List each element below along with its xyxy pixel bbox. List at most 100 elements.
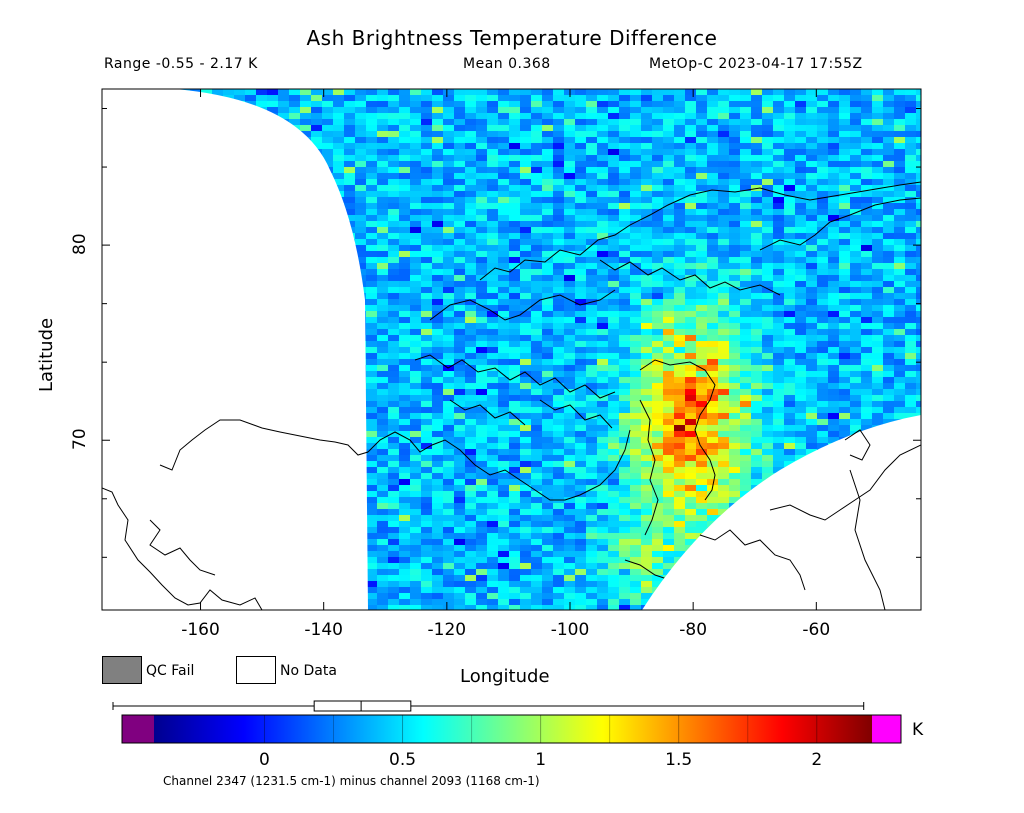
swath-cell — [377, 299, 388, 305]
swath-cell — [751, 479, 762, 485]
swath-cell — [773, 389, 784, 395]
swath-cell — [509, 95, 520, 101]
swath-cell — [509, 401, 520, 407]
swath-cell — [916, 185, 921, 191]
swath-cell — [531, 335, 542, 341]
swath-cell — [685, 269, 696, 275]
swath-cell — [531, 131, 542, 137]
swath-cell — [300, 95, 311, 101]
swath-cell — [597, 413, 608, 419]
swath-cell — [454, 485, 465, 491]
swath-cell — [894, 125, 905, 131]
swath-cell — [751, 377, 762, 383]
swath-cell — [476, 197, 487, 203]
swath-cell — [234, 95, 245, 101]
swath-cell — [861, 191, 872, 197]
swath-cell — [399, 137, 410, 143]
swath-cell — [520, 113, 531, 119]
swath-cell — [531, 221, 542, 227]
swath-cell — [366, 449, 377, 455]
swath-cell — [762, 119, 773, 125]
swath-cell — [410, 227, 421, 233]
swath-cell — [894, 113, 905, 119]
swath-cell — [784, 455, 795, 461]
swath-cell — [905, 185, 916, 191]
swath-cell — [619, 377, 630, 383]
swath-cell — [696, 323, 707, 329]
swath-cell — [410, 425, 421, 431]
swath-cell — [641, 125, 652, 131]
swath-cell — [487, 353, 498, 359]
swath-cell — [795, 215, 806, 221]
swath-cell — [883, 101, 894, 107]
swath-cell — [366, 269, 377, 275]
swath-cell — [366, 131, 377, 137]
swath-cell — [696, 173, 707, 179]
swath-cell — [894, 263, 905, 269]
swath-cell — [619, 245, 630, 251]
swath-cell — [707, 371, 718, 377]
swath-cell — [542, 161, 553, 167]
swath-cell — [388, 185, 399, 191]
swath-cell — [366, 215, 377, 221]
swath-cell — [476, 323, 487, 329]
swath-cell — [850, 173, 861, 179]
swath-cell — [630, 227, 641, 233]
swath-cell — [729, 95, 740, 101]
swath-cell — [344, 167, 355, 173]
swath-cell — [619, 437, 630, 443]
swath-cell — [619, 389, 630, 395]
swath-cell — [399, 389, 410, 395]
swath-cell — [476, 365, 487, 371]
swath-cell — [674, 473, 685, 479]
swath-cell — [355, 89, 366, 95]
swath-cell — [817, 227, 828, 233]
swath-cell — [652, 233, 663, 239]
swath-cell — [509, 335, 520, 341]
swath-cell — [432, 461, 443, 467]
swath-cell — [465, 365, 476, 371]
swath-cell — [399, 179, 410, 185]
swath-cell — [729, 299, 740, 305]
swath-cell — [542, 155, 553, 161]
swath-cell — [520, 161, 531, 167]
swath-cell — [806, 293, 817, 299]
swath-cell — [366, 251, 377, 257]
swath-cell — [421, 239, 432, 245]
swath-cell — [520, 131, 531, 137]
swath-cell — [806, 215, 817, 221]
swath-cell — [300, 131, 311, 137]
swath-cell — [883, 149, 894, 155]
swath-cell — [487, 221, 498, 227]
swath-cell — [652, 479, 663, 485]
swath-cell — [388, 155, 399, 161]
swath-cell — [465, 425, 476, 431]
swath-cell — [388, 287, 399, 293]
swath-cell — [817, 293, 828, 299]
swath-cell — [707, 323, 718, 329]
swath-cell — [652, 185, 663, 191]
swath-cell — [421, 233, 432, 239]
swath-cell — [586, 377, 597, 383]
swath-cell — [795, 203, 806, 209]
swath-cell — [718, 245, 729, 251]
swath-cell — [718, 185, 729, 191]
swath-cell — [905, 209, 916, 215]
swath-cell — [520, 215, 531, 221]
swath-cell — [762, 335, 773, 341]
swath-cell — [696, 167, 707, 173]
swath-cell — [509, 383, 520, 389]
swath-cell — [355, 155, 366, 161]
swath-cell — [718, 431, 729, 437]
swath-cell — [542, 323, 553, 329]
swath-cell — [597, 101, 608, 107]
swath-cell — [432, 215, 443, 221]
swath-cell — [663, 395, 674, 401]
swath-cell — [751, 185, 762, 191]
swath-cell — [498, 461, 509, 467]
swath-cell — [828, 287, 839, 293]
swath-cell — [751, 209, 762, 215]
swath-cell — [916, 137, 921, 143]
swath-cell — [498, 419, 509, 425]
swath-cell — [817, 305, 828, 311]
